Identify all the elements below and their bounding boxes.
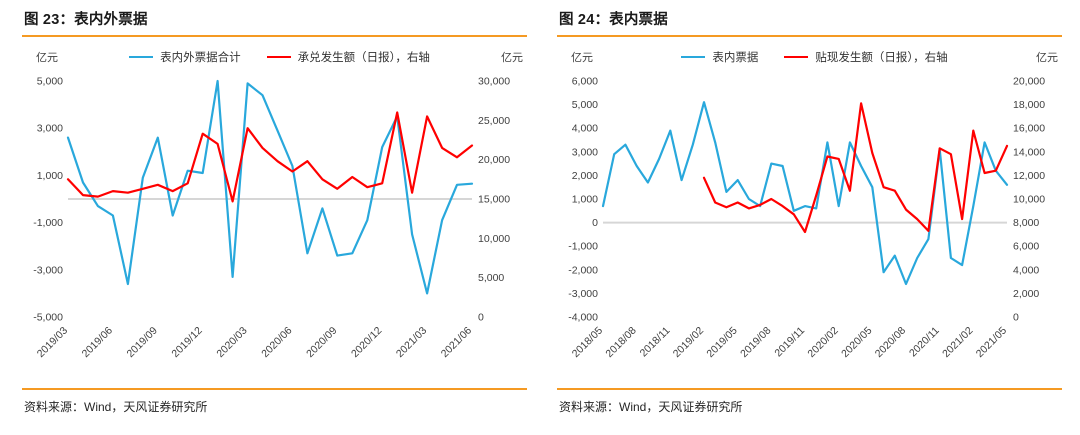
legend-item: 贴现发生额（日报），右轴: [784, 49, 948, 65]
series-line-0: [601, 101, 1009, 286]
left-axis-tick-label: 1,000: [37, 170, 63, 182]
right-axis-unit: 亿元: [501, 52, 523, 64]
chart-canvas-right: 6,000 5,000 4,000 3,000 2,000 1,000 0 -1,000 -2,…: [568, 76, 1045, 360]
x-axis-label: 2019/12: [169, 325, 204, 360]
right-axis-tick-label: 10,000: [1013, 194, 1045, 206]
left-axis-tick-label: -4,000: [568, 312, 598, 324]
left-axis-tick-label: -5,000: [33, 312, 63, 324]
left-axis-unit: 亿元: [36, 52, 58, 64]
x-axis-label: 2019/06: [80, 325, 115, 360]
legend-label: 贴现发生额（日报），右轴: [815, 52, 948, 64]
x-axis-label: 2018/11: [638, 325, 673, 360]
left-axis-tick-label: -2,000: [568, 264, 598, 276]
left-axis-tick-label: 0: [592, 217, 598, 229]
chart-canvas-left: 5,000 3,000 1,000 -1,000 -3,000 -5,000 30,000 2…: [33, 76, 510, 360]
right-axis-unit: 亿元: [1036, 52, 1058, 64]
x-axis-label: 2019/05: [704, 325, 739, 360]
left-axis-tick-label: 5,000: [572, 99, 598, 111]
series-line-1: [702, 102, 1009, 234]
legend-label: 表内外票据合计: [160, 52, 241, 64]
x-axis-label: 2021/05: [974, 325, 1009, 360]
x-axis-label: 2020/02: [805, 325, 840, 360]
chart-title: 图 23：表内外票据: [24, 12, 148, 28]
right-axis-tick-label: 15,000: [478, 194, 510, 206]
legend-label: 表内票据: [712, 52, 759, 64]
x-axis-label: 2020/06: [259, 325, 294, 360]
x-axis-label: 2021/03: [394, 325, 429, 360]
x-axis-label: 2018/05: [570, 325, 605, 360]
series-line-1: [66, 111, 474, 203]
x-axis-label: 2020/05: [839, 325, 874, 360]
right-axis-tick-label: 18,000: [1013, 99, 1045, 111]
x-axis-label: 2021/02: [940, 325, 975, 360]
chart-panel-right: 图 24：表内票据 亿元 表内票据 贴现发生额（日报），右轴 亿元 6,000 5…: [557, 0, 1062, 435]
legend-item: 承兑发生额（日报），右轴: [266, 49, 430, 65]
legend: 表内外票据合计 承兑发生额（日报），右轴: [58, 49, 501, 65]
source-row: 资料来源：Wind，天风证券研究所: [557, 388, 1062, 415]
legend-line-swatch-red: [266, 55, 291, 59]
source-divider: [22, 388, 527, 390]
legend-line-swatch-red: [784, 55, 809, 59]
x-axis-label: 2018/08: [603, 325, 638, 360]
left-axis-tick-label: 1,000: [572, 194, 598, 206]
right-axis-tick-label: 8,000: [1013, 217, 1039, 229]
left-axis-unit: 亿元: [571, 52, 593, 64]
right-axis-tick-label: 20,000: [478, 154, 510, 166]
right-axis-tick-label: 25,000: [478, 115, 510, 127]
legend: 表内票据 贴现发生额（日报），右轴: [593, 49, 1036, 65]
right-axis-tick-label: 14,000: [1013, 146, 1045, 158]
chart-title: 图 24：表内票据: [559, 12, 668, 28]
right-axis-tick-label: 4,000: [1013, 264, 1039, 276]
x-axis-label: 2019/09: [125, 325, 160, 360]
right-axis-tick-label: 30,000: [478, 76, 510, 88]
x-axis-label: 2019/03: [35, 325, 70, 360]
left-axis-tick-label: 2,000: [572, 170, 598, 182]
legend-item: 表内票据: [681, 49, 758, 65]
left-axis-tick-label: 6,000: [572, 76, 598, 88]
x-axis-label: 2020/11: [907, 325, 942, 360]
x-axis-label: 2020/09: [304, 325, 339, 360]
legend-item: 表内外票据合计: [129, 49, 241, 65]
title-underline: [557, 35, 1062, 37]
source-divider: [557, 388, 1062, 390]
chart-panel-left: 图 23：表内外票据 亿元 表内外票据合计 承兑发生额（日报），右轴 亿元 5,…: [22, 0, 527, 435]
source-text: 资料来源：Wind，天风证券研究所: [559, 399, 743, 414]
right-axis-tick-label: 16,000: [1013, 123, 1045, 135]
x-axis-label: 2019/02: [671, 325, 706, 360]
left-axis-tick-label: -1,000: [33, 217, 63, 229]
right-axis-tick-label: 0: [1013, 312, 1019, 324]
right-axis-tick-label: 20,000: [1013, 76, 1045, 88]
x-axis-label: 2019/08: [738, 325, 773, 360]
series-line-0: [66, 79, 474, 295]
right-axis-tick-label: 10,000: [478, 233, 510, 245]
x-axis-label: 2020/08: [873, 325, 908, 360]
x-axis-label: 2020/03: [214, 325, 249, 360]
right-axis-tick-label: 5,000: [478, 272, 504, 284]
source-text: 资料来源：Wind，天风证券研究所: [24, 399, 208, 414]
right-axis-tick-label: 12,000: [1013, 170, 1045, 182]
right-axis-tick-label: 0: [478, 312, 484, 324]
legend-row: 亿元 表内票据 贴现发生额（日报），右轴 亿元: [557, 41, 1062, 73]
legend-row: 亿元 表内外票据合计 承兑发生额（日报），右轴 亿元: [22, 41, 527, 73]
x-axis-label: 2019/11: [772, 325, 807, 360]
legend-label: 承兑发生额（日报），右轴: [297, 52, 430, 64]
legend-line-swatch-blue: [129, 55, 154, 59]
x-axis-label: 2021/06: [439, 325, 474, 360]
right-axis-tick-label: 2,000: [1013, 288, 1039, 300]
left-axis-tick-label: 4,000: [572, 123, 598, 135]
legend-line-swatch-blue: [681, 55, 706, 59]
right-axis-tick-label: 6,000: [1013, 241, 1039, 253]
source-row: 资料来源：Wind，天风证券研究所: [22, 388, 527, 415]
left-axis-tick-label: 3,000: [37, 123, 63, 135]
left-axis-tick-label: 5,000: [37, 76, 63, 88]
title-underline: [22, 35, 527, 37]
left-axis-tick-label: -3,000: [33, 264, 63, 276]
left-axis-tick-label: -1,000: [568, 241, 598, 253]
x-axis-label: 2020/12: [349, 325, 384, 360]
left-axis-tick-label: 3,000: [572, 146, 598, 158]
left-axis-tick-label: -3,000: [568, 288, 598, 300]
